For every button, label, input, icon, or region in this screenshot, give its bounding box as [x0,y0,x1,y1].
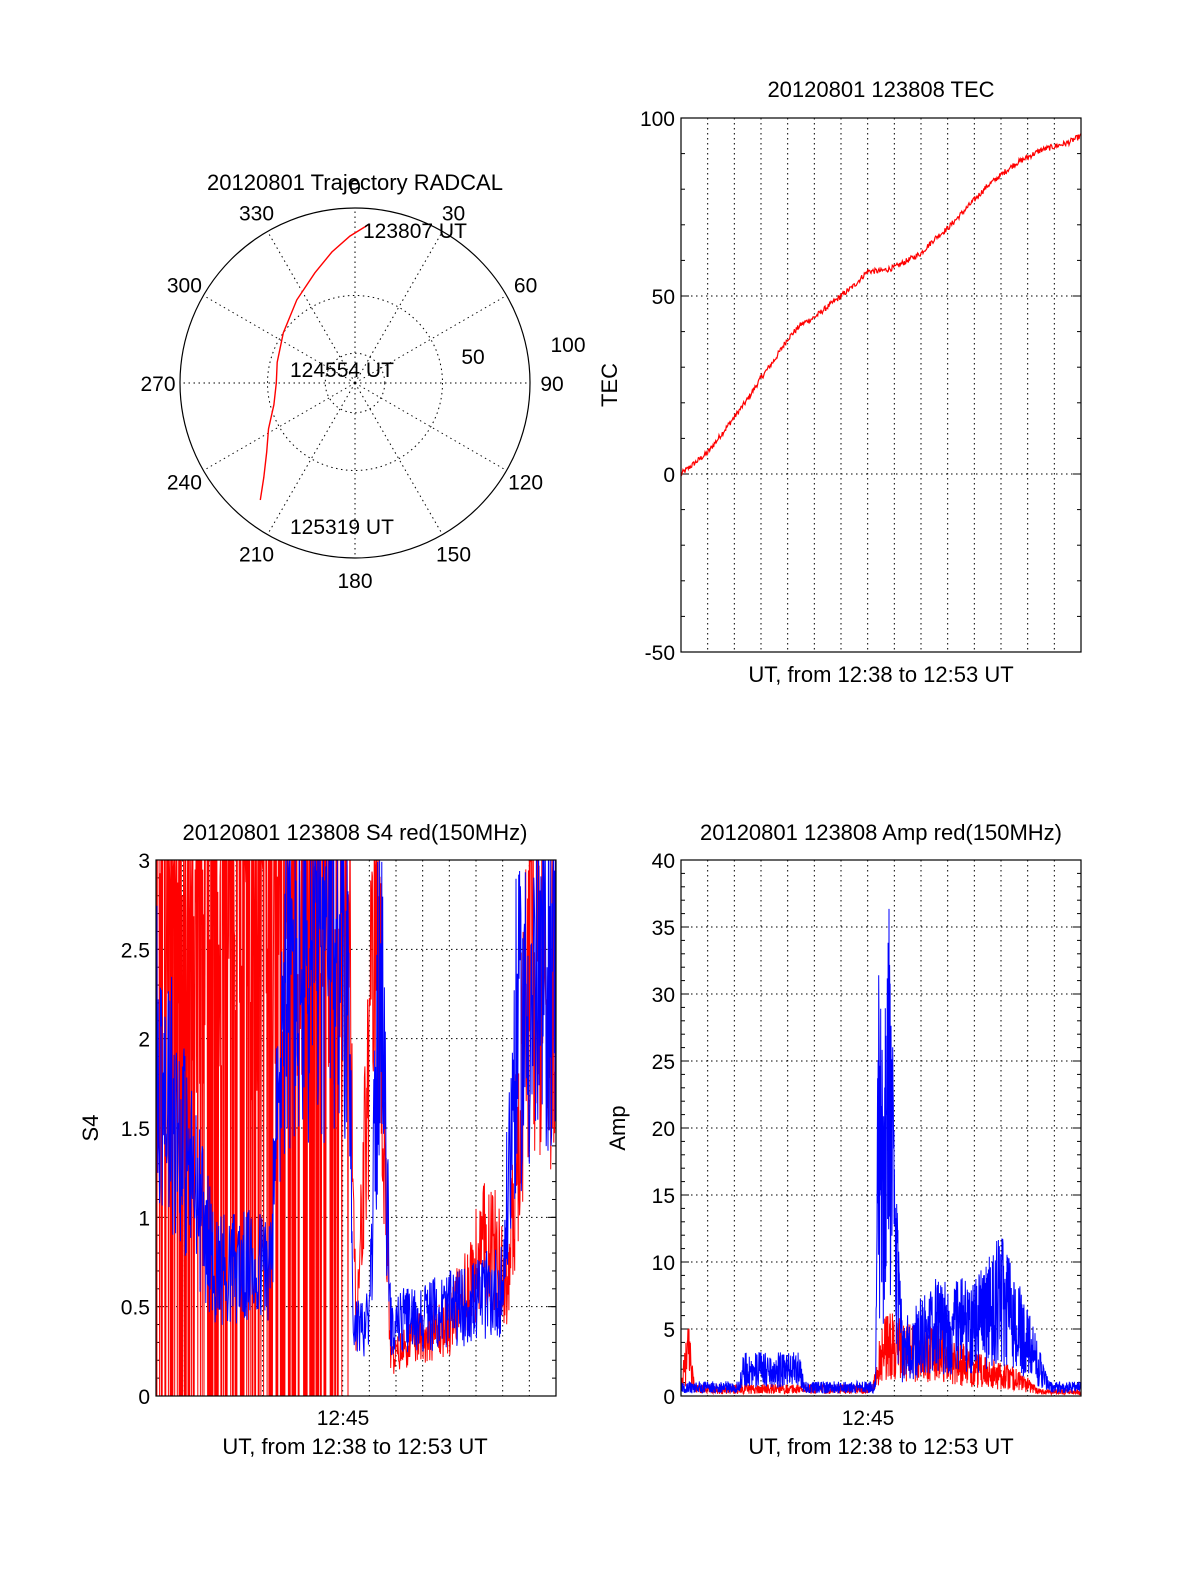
tec-grid [681,117,1081,653]
polar-angle-label: 300 [167,275,202,298]
s4-x-tick-label: 12:45 [317,1407,370,1430]
y-tick-label: 30 [652,984,675,1007]
tec-series [680,133,1082,477]
polar-angle-labels: 0 30 60 90 120 150 180 210 240 270 300 330 [140,176,563,593]
amp-x-label: UT, from 12:38 to 12:53 UT [748,1434,1013,1459]
amp-plot: 20120801 123808 Amp red(150MHz) 0 5 10 15 20… [605,820,1082,1459]
polar-angle-label: 240 [167,472,202,495]
y-tick-label: 3 [138,850,150,873]
amp-frame [680,859,1082,1397]
polar-angle-label: 0 [349,176,361,199]
y-tick-label: 10 [652,1252,675,1275]
s4-x-label: UT, from 12:38 to 12:53 UT [222,1434,487,1459]
s4-title: 20120801 123808 S4 red(150MHz) [183,820,528,845]
y-tick-label: 0 [663,464,675,487]
polar-grid-spoke [354,295,507,384]
radial-label-50: 50 [461,346,484,369]
tec-y-label: TEC [597,363,622,407]
annotation-end-time: 125319 UT [290,516,394,539]
polar-grid [180,208,530,558]
y-tick-label: 1 [138,1207,150,1230]
series-line-blue [680,908,1082,1395]
polar-angle-label: 150 [436,544,471,567]
polar-angle-label: 90 [540,373,563,396]
polar-grid-spoke [267,231,356,384]
tec-series-line [680,133,1082,477]
trajectory-track [259,223,370,501]
polar-grid-spoke [203,382,356,471]
y-tick-label: -50 [645,642,675,665]
s4-plot: 20120801 123808 S4 red(150MHz) 0 0.5 1 1.5 2… [78,820,557,1459]
tec-title: 20120801 123808 TEC [767,77,994,102]
polar-outer-circle [179,207,531,559]
polar-grid-spoke [267,382,356,535]
y-tick-label: 40 [652,850,675,873]
s4-y-label: S4 [78,1115,103,1142]
tec-y-tick-labels: -50 0 50 100 [640,108,675,665]
y-tick-label: 25 [652,1051,675,1074]
trajectory-series-line [259,223,370,501]
polar-angle-label: 30 [442,202,465,225]
s4-y-tick-labels: 0 0.5 1 1.5 2 2.5 3 [121,850,150,1409]
tec-plot: 20120801 123808 TEC -50 0 50 100 TEC UT, fr… [597,77,1082,687]
annotation-start-time: 123807 UT [363,220,467,243]
amp-x-tick-label: 12:45 [842,1407,895,1430]
y-tick-label: 0 [138,1386,150,1409]
polar-grid-spoke [354,231,443,384]
y-tick-label: 2 [138,1029,150,1052]
y-tick-label: 100 [640,108,675,131]
polar-grid-circle-inner [324,352,386,414]
s4-frame [155,859,557,1397]
radial-label-100: 100 [550,334,585,357]
polar-angle-label: 210 [239,544,274,567]
y-tick-label: 0.5 [121,1297,150,1320]
polar-angle-label: 120 [508,472,543,495]
y-tick-label: 20 [652,1118,675,1141]
trajectory-title: 20120801 Trajectory RADCAL [207,170,503,195]
amp-y-tick-labels: 0 5 10 15 20 25 30 35 40 [652,850,675,1409]
y-tick-label: 1.5 [121,1118,150,1141]
amp-y-label: Amp [605,1105,630,1150]
y-tick-label: 5 [663,1319,675,1342]
y-tick-label: 2.5 [121,939,150,962]
y-tick-label: 15 [652,1185,675,1208]
polar-angle-label: 60 [514,275,537,298]
polar-angle-label: 330 [239,202,274,225]
amp-series [680,908,1082,1397]
series-line-red [680,1313,1082,1397]
polar-grid-spoke [354,382,443,535]
tec-x-label: UT, from 12:38 to 12:53 UT [748,662,1013,687]
y-tick-label: 35 [652,917,675,940]
y-tick-label: 0 [663,1386,675,1409]
polar-grid-circle-50 [267,295,443,471]
amp-title: 20120801 123808 Amp red(150MHz) [700,820,1062,845]
y-tick-label: 50 [652,286,675,309]
polar-angle-label: 270 [140,373,175,396]
annotation-mid-time: 124554 UT [290,359,394,382]
tec-frame [680,117,1082,653]
series-line-blue [155,859,557,1357]
polar-angle-label: 180 [337,570,372,593]
polar-grid-spoke [354,382,507,471]
trajectory-polar-plot: 20120801 Trajectory RADCAL 0 30 60 90 120 150… [140,170,585,593]
polar-grid-spoke [203,295,356,384]
